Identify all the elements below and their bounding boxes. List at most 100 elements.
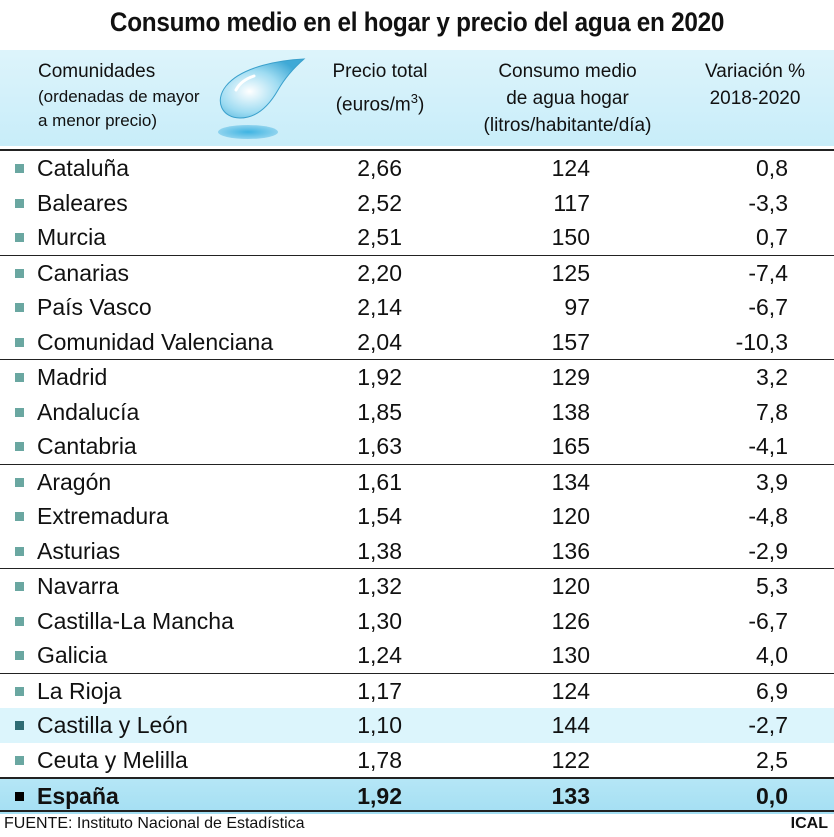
cell-comunidad: Asturias [37,537,121,564]
table-row: Andalucía 1,85 138 7,8 [0,395,834,430]
table-separator [0,568,834,569]
cell-variacion: -2,7 [748,712,788,738]
table-row: Aragón 1,61 134 3,9 [0,465,834,500]
cell-consumo: 117 [553,189,590,216]
cell-comunidad: Murcia [37,224,107,250]
cell-variacion: -4,1 [748,433,788,459]
cell-consumo: 125 [551,259,590,286]
cell-comunidad: Navarra [37,573,119,599]
cell-precio: 2,52 [357,189,402,216]
cell-precio: 2,14 [357,294,402,320]
cell-variacion: 0,7 [756,224,788,250]
column-header-precio-line1: Precio total [332,61,428,82]
row-bullet-icon [15,373,24,382]
cell-precio: 2,51 [357,224,402,250]
cell-comunidad: Castilla y León [37,712,188,738]
row-bullet-icon [15,792,24,801]
cell-consumo: 129 [551,364,590,390]
row-bullet-icon [15,616,24,626]
cell-precio: 2,20 [357,259,402,286]
cell-comunidad: Baleares [37,189,128,216]
cell-precio: 1,17 [357,677,402,704]
cell-precio: 1,38 [357,537,402,564]
cell-precio: 2,04 [357,328,402,355]
cell-precio: 2,66 [357,155,402,181]
cell-variacion: 4,0 [756,642,788,668]
column-header-comunidades: Comunidades (ordenadas de mayor a menor … [38,58,258,133]
row-bullet-icon [15,512,24,521]
cell-comunidad: Galicia [37,642,108,668]
cell-variacion: 6,9 [756,677,788,704]
table-separator [0,359,834,360]
cell-consumo: 165 [551,433,590,459]
cell-variacion: -3,3 [748,189,788,216]
cell-consumo: 124 [551,677,590,704]
table-row: Navarra 1,32 120 5,3 [0,569,834,604]
row-bullet-icon [15,755,24,765]
row-bullet-icon [15,164,24,173]
table-separator [0,149,834,151]
cell-variacion: 7,8 [756,398,788,425]
table-separator [0,463,834,465]
cell-variacion: -7,4 [748,259,788,286]
column-header-consumo-line1: Consumo medio [498,61,637,82]
table-row: Murcia 2,51 150 0,7 [0,220,834,255]
table-row: Cataluña 2,66 124 0,8 [0,151,834,186]
table-bottom-rule [0,810,834,812]
column-header-comunidades-sub2: a menor precio) [38,111,158,130]
cell-consumo: 126 [551,607,590,634]
table-row: Ceuta y Melilla 1,78 122 2,5 [0,743,834,778]
cell-comunidad: País Vasco [37,294,152,320]
table-row: Madrid 1,92 129 3,2 [0,360,834,395]
brand-logo: ICAL [790,815,828,832]
cell-variacion: -6,7 [748,294,788,320]
table-row: Canarias 2,20 125 -7,4 [0,256,834,291]
cell-variacion: -6,7 [748,607,788,634]
precio-unit-close: ) [417,94,425,116]
table-separator [0,254,834,256]
cell-consumo: 157 [551,328,590,355]
column-header-consumo-line3: (litros/habitante/día) [483,115,652,136]
table-row: Extremadura 1,54 120 -4,8 [0,499,834,534]
cell-variacion: 2,5 [756,746,788,773]
cell-precio: 1,63 [357,433,402,459]
cell-precio: 1,30 [357,607,402,634]
cell-comunidad: Cataluña [37,155,130,181]
table-body: Cataluña 2,66 124 0,8 Baleares 2,52 117 -3,3 Mur… [0,149,834,814]
cell-precio: 1,10 [357,712,402,738]
row-bullet-icon [15,233,24,242]
row-bullet-icon [15,407,24,417]
table-row: Cantabria 1,63 165 -4,1 [0,429,834,464]
row-bullet-icon [15,442,24,451]
page-title: Consumo medio en el hogar y precio del a… [109,7,725,37]
row-bullet-icon [15,337,24,347]
table-row: La Rioja 1,17 124 6,9 [0,674,834,709]
row-bullet-icon [15,582,24,591]
cell-variacion: 0,0 [756,783,788,809]
column-header-consumo-line2: de agua hogar [506,88,629,109]
row-bullet-icon [15,651,24,660]
cell-precio: 1,54 [357,503,402,529]
table-row: Castilla y León 1,10 144 -2,7 [0,708,834,743]
precio-unit: (euros/m [335,94,411,116]
cell-precio: 1,92 [357,364,402,390]
column-header-comunidades-sub1: (ordenadas de mayor [38,87,200,106]
cell-consumo: 133 [551,783,590,809]
cell-variacion: -10,3 [735,328,788,355]
row-bullet-icon [15,268,24,278]
row-bullet-icon [15,477,24,487]
water-drop-icon [218,58,306,139]
cell-comunidad: Andalucía [37,398,140,425]
cell-precio: 1,32 [357,573,402,599]
table-row: País Vasco 2,14 97 -6,7 [0,290,834,325]
column-header-consumo: Consumo medio de agua hogar (litros/habi… [465,58,670,139]
cell-comunidad: Madrid [37,364,108,390]
column-header-variacion-line1: Variación % [705,61,805,82]
cell-consumo: 120 [551,573,590,599]
cell-consumo: 122 [551,746,590,773]
column-header-comunidades-label: Comunidades [38,61,156,82]
row-bullet-icon [15,721,24,730]
row-bullet-icon [15,303,24,312]
cell-comunidad: Castilla-La Mancha [37,607,234,634]
cell-variacion: 5,3 [756,573,788,599]
